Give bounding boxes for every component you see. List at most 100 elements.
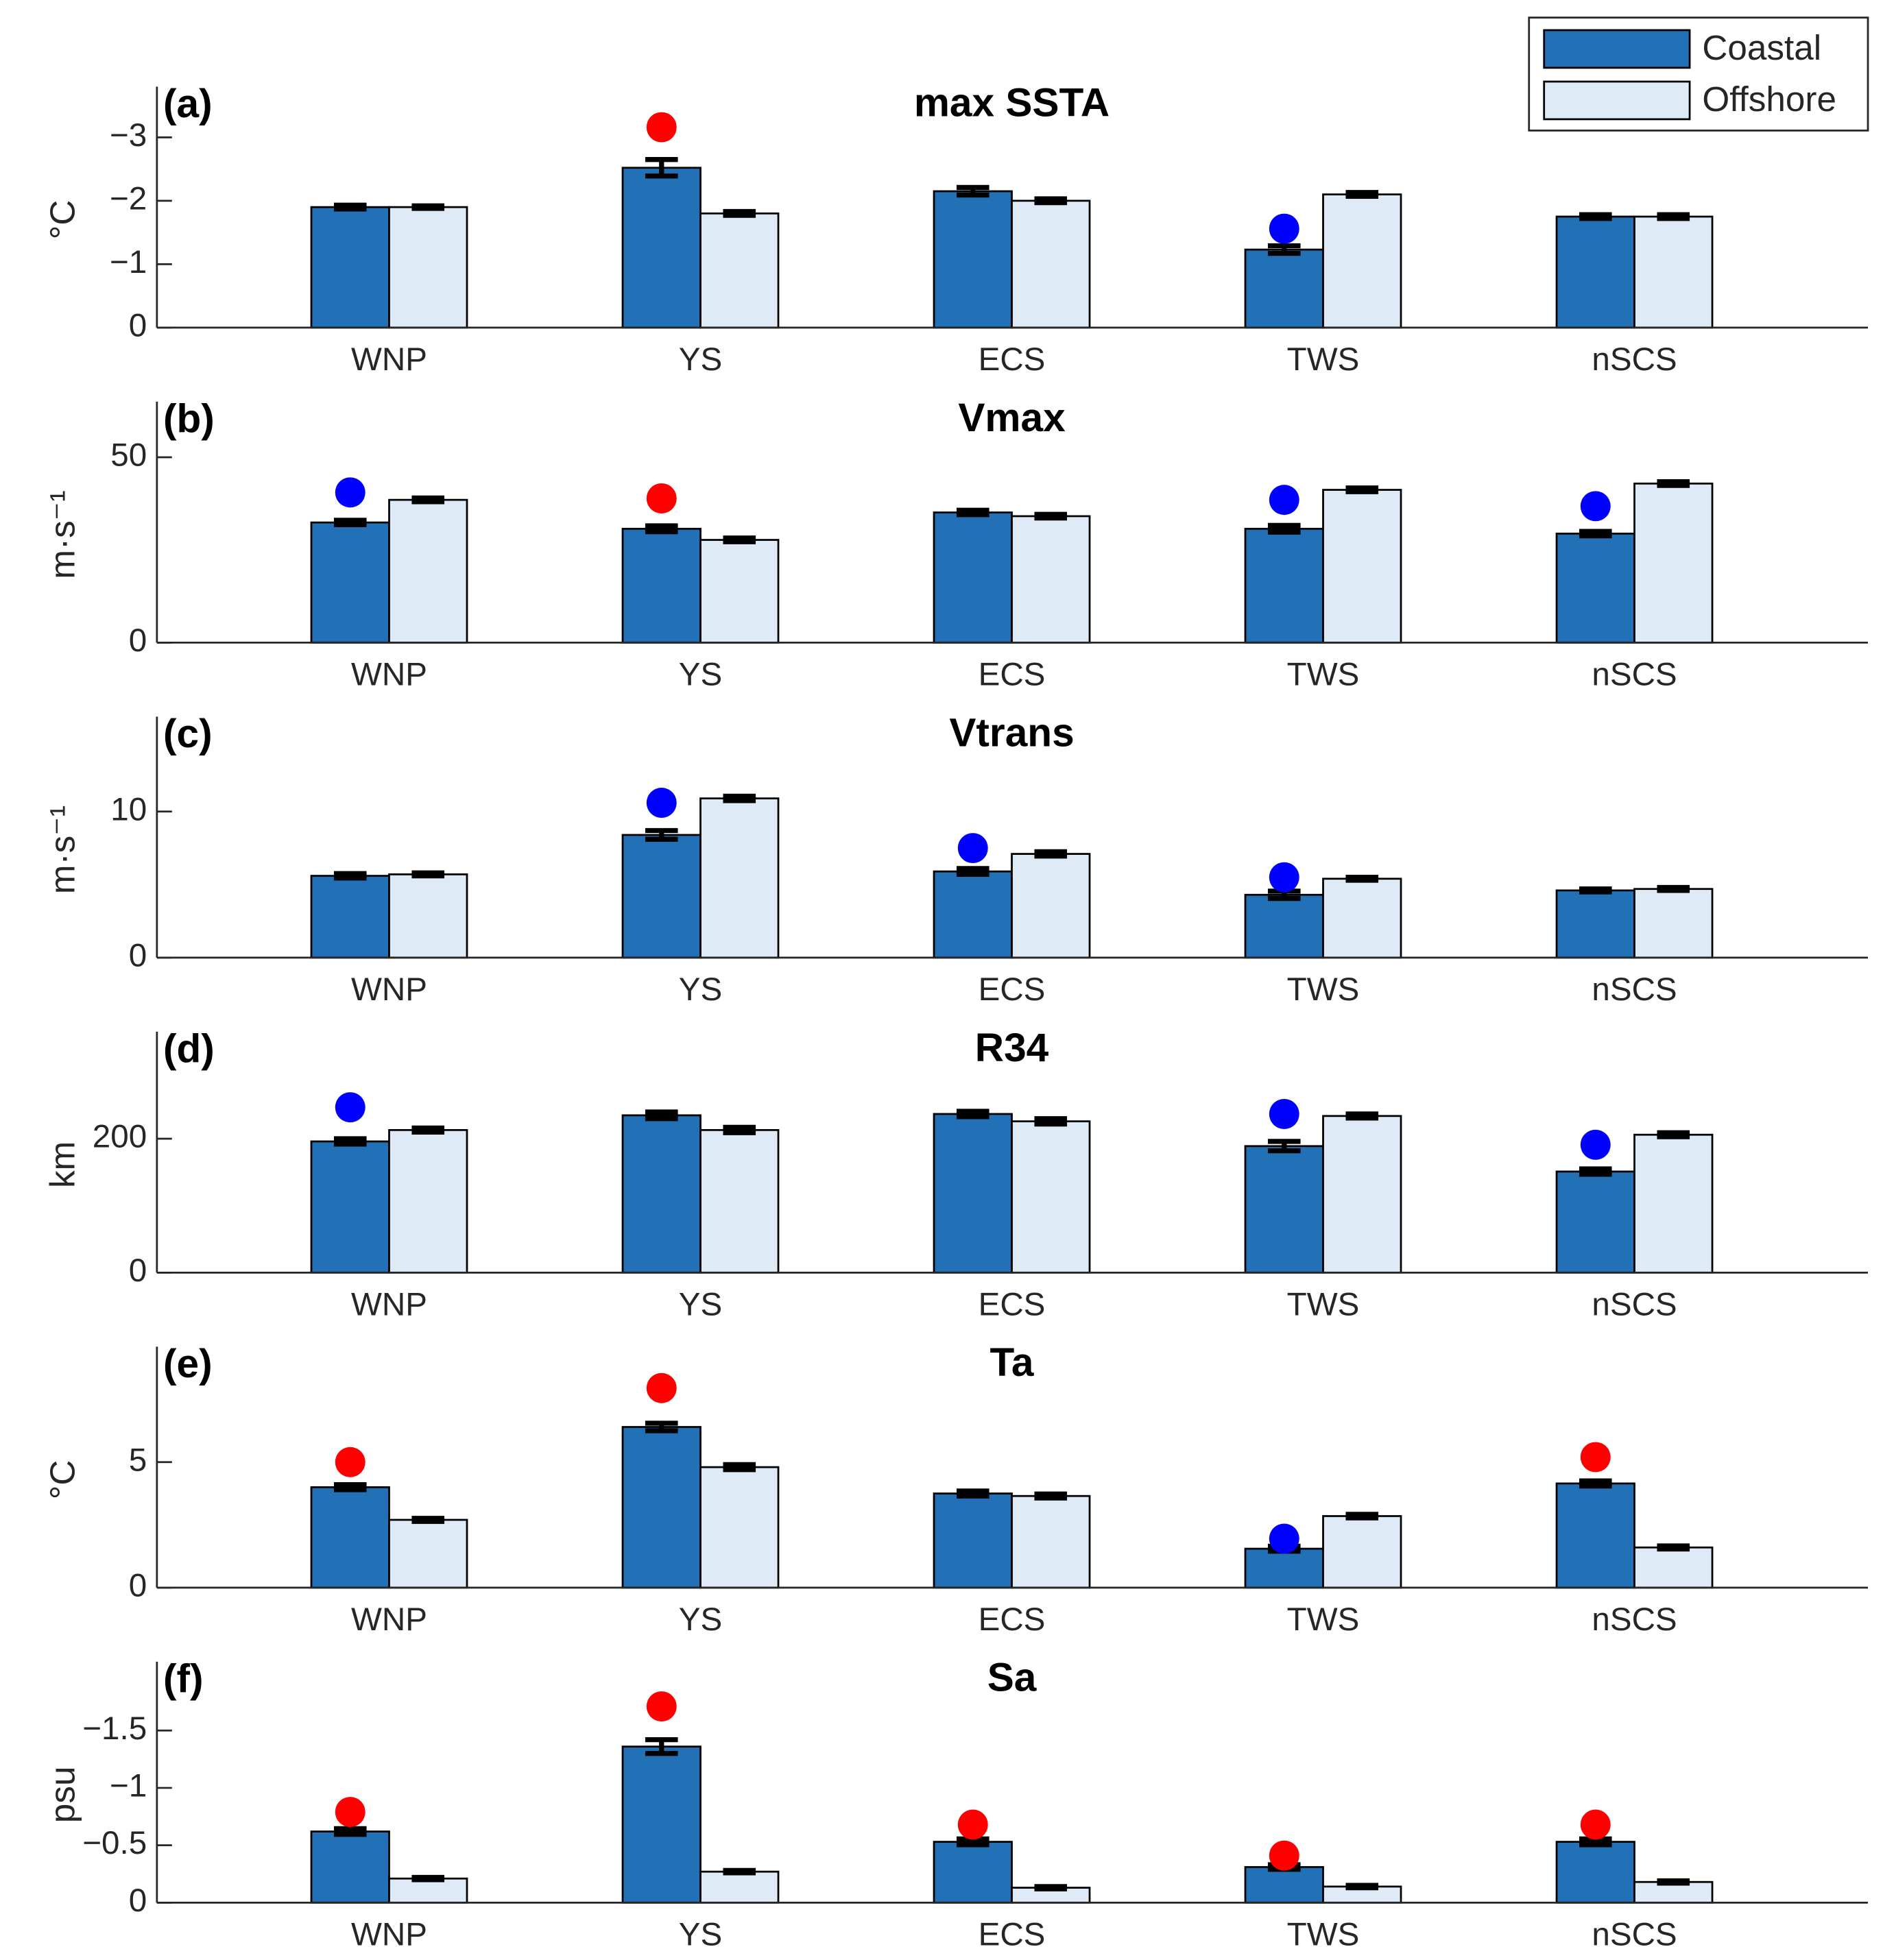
panel-label: (f)	[163, 1657, 204, 1702]
x-tick-label: ECS	[979, 656, 1046, 692]
error-bar	[411, 1874, 445, 1883]
y-tick-label: −1	[110, 1768, 147, 1804]
error-bar	[723, 208, 756, 218]
bar	[621, 1745, 701, 1904]
x-tick-label: WNP	[351, 971, 427, 1008]
significance-marker	[335, 1447, 365, 1477]
panel-title: Sa	[987, 1656, 1037, 1700]
y-axis-label: m·s⁻¹	[43, 490, 82, 579]
panel-title: Ta	[990, 1340, 1034, 1385]
legend-swatch	[1543, 29, 1691, 69]
error-bar	[1345, 1883, 1379, 1891]
error-bar	[1657, 1878, 1690, 1886]
bar	[388, 1128, 468, 1274]
x-tick-label: nSCS	[1592, 656, 1677, 692]
x-tick-label: YS	[679, 971, 722, 1008]
error-bar	[411, 1516, 445, 1524]
panel: Ta (e) °C 0 5 WNP YS ECS TWS nSCS	[43, 1340, 1869, 1638]
x-tick-label: ECS	[979, 341, 1046, 378]
significance-marker	[646, 112, 677, 143]
bar	[310, 1140, 390, 1274]
x-tick-label: nSCS	[1592, 341, 1677, 378]
x-tick-label: YS	[679, 656, 722, 692]
panel: Sa (f) psu 0 −0.5 −1 −1.5 WNP YS ECS TWS nSCS	[43, 1656, 1869, 1952]
significance-marker	[1580, 1809, 1611, 1840]
significance-marker	[646, 1372, 677, 1403]
bar	[1555, 1482, 1635, 1589]
panel: R34 (d) km 0 200 WNP YS ECS TWS nSCS	[43, 1026, 1869, 1322]
error-bar	[1579, 886, 1612, 895]
error-bar	[333, 1136, 367, 1147]
bar	[1244, 893, 1324, 959]
error-bar	[333, 1826, 367, 1837]
bar	[933, 1113, 1013, 1274]
x-tick-label: TWS	[1287, 971, 1360, 1008]
legend-swatch	[1543, 80, 1691, 121]
bar	[388, 206, 468, 329]
bar	[1633, 1546, 1714, 1589]
error-bar	[645, 157, 678, 179]
error-bar	[1657, 884, 1690, 893]
error-bar	[723, 1462, 756, 1473]
bar	[1322, 193, 1402, 329]
error-bar	[1345, 1512, 1379, 1521]
bar	[621, 527, 701, 644]
y-tick-label: 200	[93, 1119, 147, 1155]
x-tick-label: ECS	[979, 1286, 1046, 1322]
bar	[621, 1114, 701, 1274]
bar	[1322, 1515, 1402, 1589]
x-tick-label: TWS	[1287, 1601, 1360, 1638]
bar	[1633, 1133, 1714, 1274]
significance-marker	[1580, 491, 1611, 522]
panel-label: (a)	[163, 82, 213, 126]
error-bar	[723, 535, 756, 544]
x-tick-label: WNP	[351, 1286, 427, 1322]
panel-title: Vtrans	[949, 710, 1074, 755]
panel: Vtrans (c) m·s⁻¹ 0 10 WNP YS ECS TWS nSCS	[43, 710, 1869, 1008]
error-bar	[1034, 511, 1068, 521]
y-axis-label: km	[43, 1141, 82, 1188]
bar	[1011, 199, 1091, 329]
error-bar	[333, 202, 367, 212]
y-axis-label: °C	[43, 200, 82, 240]
error-bar	[411, 870, 445, 879]
significance-marker	[1269, 1098, 1299, 1129]
bar	[388, 873, 468, 959]
panel-label: (d)	[163, 1027, 215, 1072]
error-bar	[1034, 1491, 1068, 1501]
panel-label: (c)	[163, 712, 213, 756]
y-tick-label: 5	[129, 1442, 147, 1478]
y-tick-label: 0	[129, 937, 147, 973]
bar	[933, 190, 1013, 329]
y-tick-label: −1	[110, 244, 147, 280]
error-bar	[1657, 212, 1690, 221]
bar	[699, 212, 780, 329]
x-tick-label: YS	[679, 341, 722, 378]
error-bar	[723, 1867, 756, 1876]
y-tick-label: 0	[129, 1567, 147, 1604]
error-bar	[1579, 1478, 1612, 1489]
panel-label: (b)	[163, 397, 215, 441]
error-bar	[411, 1125, 445, 1135]
x-tick-label: nSCS	[1592, 971, 1677, 1008]
significance-marker	[1269, 485, 1299, 516]
y-tick-label: 0	[129, 1883, 147, 1919]
error-bar	[1579, 212, 1612, 221]
bar	[1322, 1115, 1402, 1274]
error-bar	[956, 1488, 990, 1499]
error-bar	[411, 203, 445, 211]
error-bar	[1657, 1130, 1690, 1139]
error-bar	[1267, 1139, 1301, 1154]
significance-marker	[957, 833, 988, 864]
legend-label: Offshore	[1702, 80, 1836, 119]
bar	[1011, 1120, 1091, 1274]
error-bar	[723, 1124, 756, 1135]
x-tick-label: TWS	[1287, 656, 1360, 692]
significance-marker	[1580, 1129, 1611, 1160]
bar	[1244, 1145, 1324, 1274]
y-tick-label: 0	[129, 622, 147, 659]
bar	[1555, 532, 1635, 644]
x-tick-label: ECS	[979, 971, 1046, 1008]
bar	[933, 1492, 1013, 1589]
